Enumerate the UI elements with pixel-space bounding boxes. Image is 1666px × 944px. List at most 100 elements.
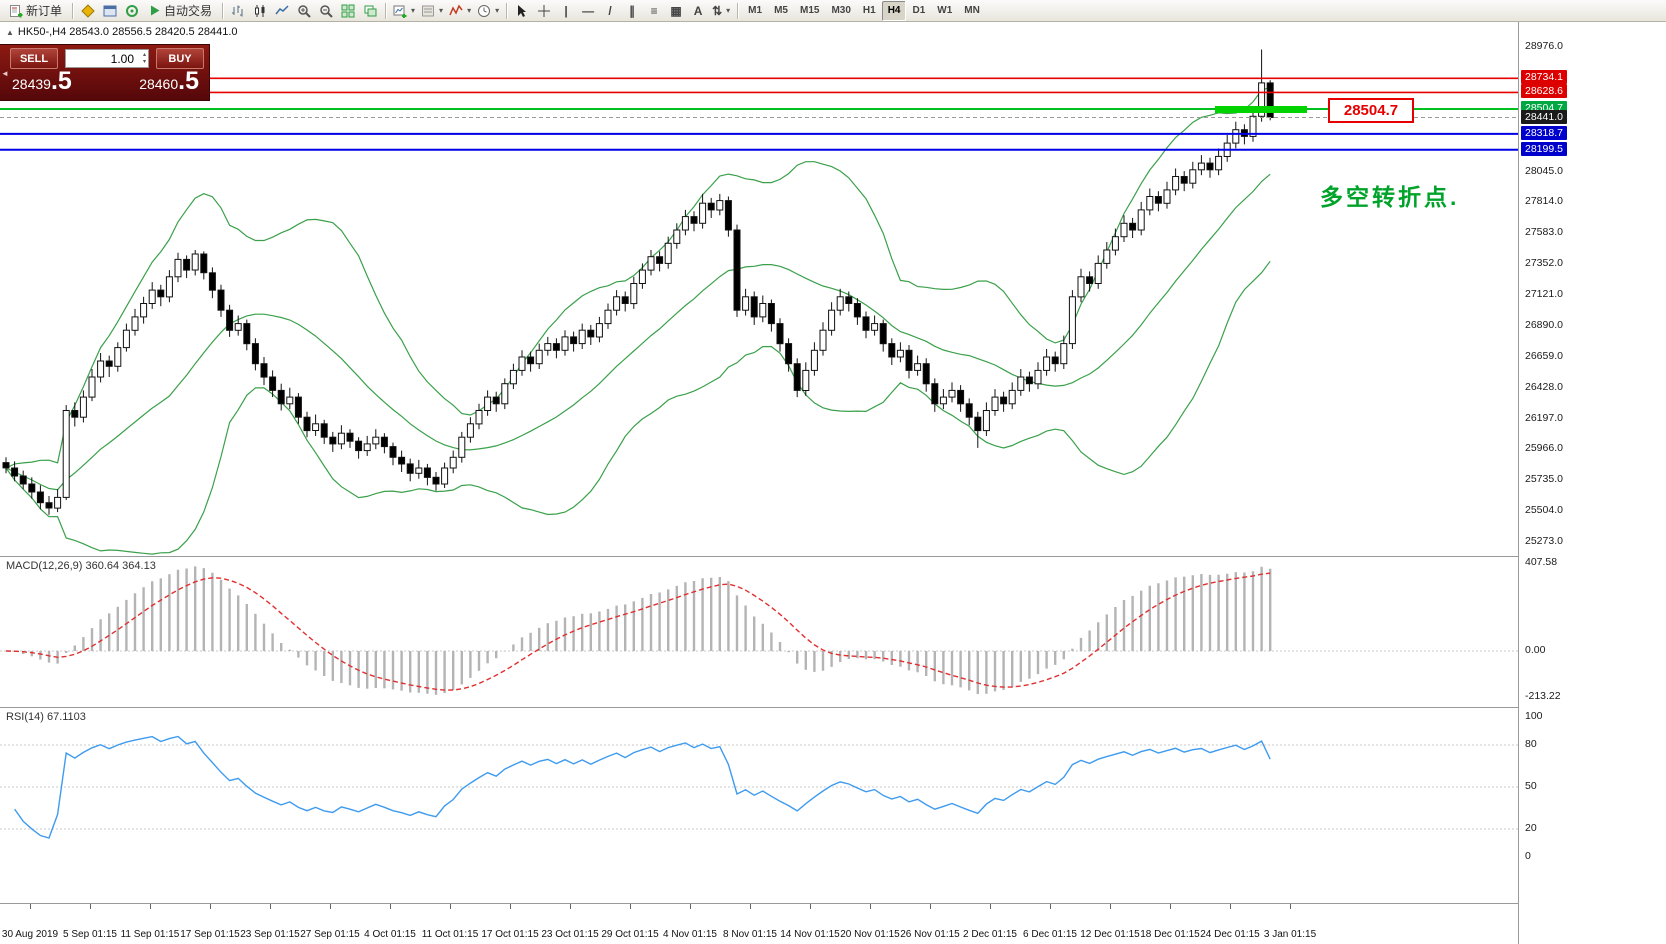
strategy-tester-icon [126, 4, 139, 17]
rsi-chart[interactable] [0, 708, 1518, 903]
crosshair-button[interactable] [533, 1, 555, 21]
profiles-button[interactable]: ▾ [418, 1, 446, 21]
rsi-tick-label: 100 [1525, 710, 1543, 722]
symbol-ohlc-label: HK50-,H4 28543.0 28556.5 28420.5 28441.0 [17, 26, 238, 38]
rsi-label: RSI(14) 67.1103 [6, 711, 86, 723]
main-chart-pane[interactable]: ▲ HK50-,H4 28543.0 28556.5 28420.5 28441… [0, 22, 1518, 556]
collapse-panel-icon[interactable]: ◄ [1, 69, 9, 78]
rsi-pane[interactable]: RSI(14) 67.1103 [0, 707, 1518, 903]
note-annotation[interactable]: 多空转折点. [1320, 184, 1460, 210]
time-axis-label: 8 Nov 01:15 [723, 929, 777, 940]
time-axis-label: 27 Sep 01:15 [300, 929, 360, 940]
price-line-badge: 28199.5 [1521, 141, 1567, 156]
timeframe-m1[interactable]: M1 [742, 1, 768, 21]
price-chart[interactable] [0, 22, 1518, 556]
price-tick-label: 26428.0 [1525, 380, 1563, 393]
period-button[interactable]: ▾ [474, 1, 502, 21]
text-icon: A [693, 3, 703, 18]
caret-down-icon: ▾ [726, 6, 731, 15]
time-axis-label: 2 Dec 01:15 [963, 929, 1017, 940]
cursor-button[interactable] [511, 1, 533, 21]
time-axis-tick [210, 904, 211, 909]
sell-button[interactable]: SELL [10, 48, 58, 69]
macd-tick-label: 0.00 [1525, 644, 1546, 656]
time-axis-label: 3 Jan 01:15 [1263, 929, 1317, 940]
new-chart-icon [393, 5, 407, 18]
zoom-in-icon [298, 4, 311, 18]
text-button[interactable]: A [687, 1, 709, 21]
toolbar-separator [385, 2, 387, 19]
time-axis-label: 24 Dec 01:15 [1200, 929, 1260, 940]
rsi-tick-label: 80 [1525, 738, 1537, 750]
tile-windows-button[interactable] [337, 1, 359, 21]
volume-down-icon[interactable]: ▾ [142, 59, 146, 65]
time-axis-label: 11 Sep 01:15 [120, 929, 180, 940]
arrows-button[interactable]: ⇅ ▾ [709, 1, 733, 21]
fibonacci-button[interactable]: ≡ [643, 1, 665, 21]
indicators-button[interactable]: ▾ [446, 1, 474, 21]
toolbar-separator [222, 2, 224, 19]
cascade-windows-icon [364, 5, 377, 16]
buy-button[interactable]: BUY [156, 48, 204, 69]
volume-stepper: ▴ ▾ [65, 49, 149, 68]
macd-pane[interactable]: MACD(12,26,9) 360.64 364.13 [0, 556, 1518, 707]
zoom-out-button[interactable] [315, 1, 337, 21]
price-tick-label: 25966.0 [1525, 442, 1563, 455]
bar-chart-button[interactable] [227, 1, 249, 21]
macd-label: MACD(12,26,9) 360.64 364.13 [6, 560, 156, 572]
timeframe-w1[interactable]: W1 [931, 1, 958, 21]
auto-trading-button[interactable]: 自动交易 [143, 1, 218, 21]
price-axis[interactable]: 28976.0 28045.0 27814.0 27583.0 27352.0 27121… [1518, 22, 1666, 944]
line-chart-button[interactable] [271, 1, 293, 21]
time-axis[interactable]: 30 Aug 2019 5 Sep 01:15 11 Sep 01:15 17 Sep… [0, 903, 1518, 944]
rsi-tick-label: 0 [1525, 850, 1531, 862]
auto-trading-label: 自动交易 [164, 4, 213, 18]
timeframe-m5[interactable]: M5 [768, 1, 794, 21]
time-axis-tick [570, 904, 571, 909]
timeframe-h1[interactable]: H1 [857, 1, 882, 21]
time-axis-label: 23 Oct 01:15 [541, 929, 599, 940]
new-chart-button[interactable]: ▾ [390, 1, 418, 21]
timeframe-h4[interactable]: H4 [881, 0, 907, 21]
timeframe-mn[interactable]: MN [958, 1, 986, 21]
new-order-button[interactable]: 新订单 [3, 1, 68, 21]
timeframe-m15[interactable]: M15 [794, 1, 825, 21]
data-window-button[interactable] [99, 1, 121, 21]
time-axis-tick [90, 904, 91, 909]
new-order-icon [10, 4, 23, 17]
vertical-line-button[interactable]: | [555, 1, 577, 21]
horizontal-line-button[interactable]: — [577, 1, 599, 21]
volume-input[interactable] [65, 49, 149, 68]
timeframe-m30[interactable]: M30 [825, 1, 856, 21]
trendline-button[interactable]: / [599, 1, 621, 21]
time-axis-label: 17 Sep 01:15 [180, 929, 240, 940]
time-axis-tick [870, 904, 871, 909]
time-axis-label: 23 Sep 01:15 [240, 929, 300, 940]
buy-price: 28460.5 [139, 69, 199, 94]
candlestick-chart-button[interactable] [249, 1, 271, 21]
volume-up-icon[interactable]: ▴ [142, 52, 146, 58]
channel-button[interactable]: ∥ [621, 1, 643, 21]
shapes-button[interactable]: ▦ [665, 1, 687, 21]
time-axis-tick [1050, 904, 1051, 909]
price-tick-label: 26659.0 [1525, 349, 1563, 362]
time-axis-tick [1290, 904, 1291, 909]
time-axis-label: 17 Oct 01:15 [481, 929, 539, 940]
sell-price: 28439.5 [12, 69, 72, 94]
time-axis-label: 5 Sep 01:15 [63, 929, 117, 940]
zoom-in-button[interactable] [293, 1, 315, 21]
toolbar-separator [72, 2, 74, 19]
horizontal-line-icon: — [582, 3, 595, 18]
price-annotation-label[interactable]: 28504.7 [1328, 98, 1414, 123]
strategy-tester-button[interactable] [121, 1, 143, 21]
support-highlight-zone[interactable] [1215, 106, 1307, 113]
indicators-icon [449, 4, 463, 15]
market-watch-button[interactable] [77, 1, 99, 21]
macd-chart[interactable] [0, 557, 1518, 707]
timeframe-d1[interactable]: D1 [906, 1, 931, 21]
price-line-badge: 28318.7 [1521, 125, 1567, 140]
time-axis-label: 29 Oct 01:15 [601, 929, 659, 940]
cascade-windows-button[interactable] [359, 1, 381, 21]
new-order-label: 新订单 [26, 4, 63, 18]
price-tick-label: 27583.0 [1525, 226, 1563, 239]
